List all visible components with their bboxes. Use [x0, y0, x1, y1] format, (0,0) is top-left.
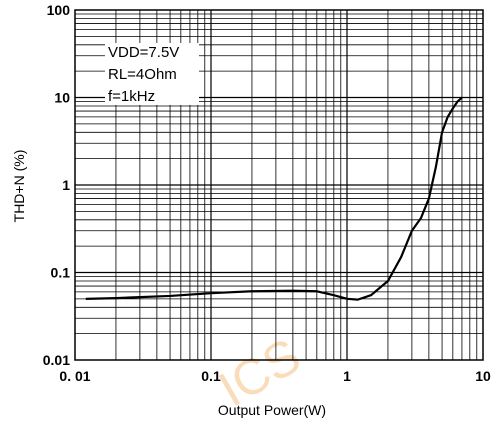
annotation-rl: RL=4Ohm: [108, 66, 177, 83]
y-tick-labels: 0.01 0.1 1 10 100: [43, 2, 70, 368]
y-tick-label: 1: [62, 177, 70, 193]
x-tick-labels: 0. 01 0.1 1 10: [59, 368, 491, 384]
x-tick-label: 0. 01: [59, 368, 90, 384]
series-line: [85, 96, 463, 301]
plot-frame: [74, 9, 484, 361]
y-tick-label: 10: [54, 90, 70, 106]
annotation-freq: f=1kHz: [108, 88, 155, 105]
x-tick-label: 1: [343, 368, 351, 384]
y-tick-label: 0.01: [43, 352, 70, 368]
x-axis-label: Output Power(W): [218, 402, 326, 418]
series-group: [85, 96, 463, 301]
x-tick-label: 10: [475, 368, 491, 384]
y-tick-label: 100: [47, 2, 71, 18]
y-axis-label: THD+N (%): [11, 150, 27, 223]
x-tick-label: 0.1: [201, 368, 221, 384]
annotation-box: VDD=7.5V RL=4Ohm f=1kHz: [105, 43, 199, 105]
annotation-background: [105, 43, 199, 105]
y-tick-label: 0.1: [51, 265, 71, 281]
annotation-vdd: VDD=7.5V: [108, 44, 179, 61]
